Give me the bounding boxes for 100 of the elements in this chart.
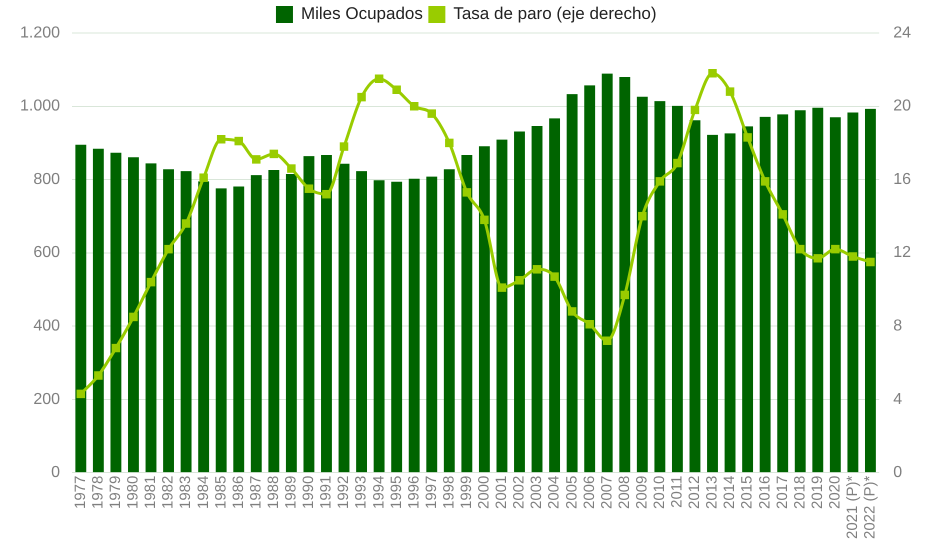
bar	[198, 181, 210, 472]
bar	[566, 94, 578, 472]
point	[234, 136, 243, 146]
x-tick-label: 2014	[721, 476, 738, 510]
y2-tick-label: 20	[893, 98, 912, 115]
point	[848, 252, 858, 261]
x-tick-label: 2021 (P)*	[844, 475, 862, 540]
bar	[391, 182, 402, 472]
x-tick-label: 1989	[282, 476, 300, 510]
x-tick-label: 2009	[633, 476, 650, 510]
x-tick-label: 2018	[791, 476, 808, 510]
x-tick-label: 2008	[616, 476, 633, 510]
bar	[233, 186, 244, 472]
point	[515, 276, 524, 285]
point	[760, 177, 770, 186]
bar	[584, 85, 596, 472]
point	[94, 371, 103, 380]
bar	[619, 76, 630, 472]
bar	[514, 132, 525, 472]
x-tick-label: 1997	[422, 476, 440, 510]
x-tick-label: 1983	[177, 476, 194, 510]
x-tick-label: 1982	[160, 476, 177, 510]
y-tick-label: 400	[33, 317, 60, 334]
x-tick-label: 2016	[756, 476, 774, 510]
bar	[672, 106, 683, 472]
point	[112, 344, 120, 352]
point	[304, 184, 314, 193]
x-tick-label: 1996	[405, 476, 422, 510]
x-tick-label: 1993	[352, 476, 370, 510]
point	[392, 86, 401, 94]
bar	[338, 164, 350, 472]
bar	[707, 134, 718, 472]
bar	[532, 126, 542, 472]
point	[673, 158, 682, 168]
x-tick-label: 2013	[704, 476, 721, 510]
bar	[408, 178, 420, 472]
y2-tick-label: 24	[893, 24, 912, 42]
bar	[286, 174, 297, 472]
bar	[444, 169, 455, 472]
x-tick-label: 2004	[546, 476, 563, 510]
x-tick-label: 2001	[493, 476, 510, 510]
x-tick-label: 1980	[124, 476, 142, 510]
point	[638, 212, 647, 220]
y-tick-label: 800	[33, 170, 60, 188]
point	[602, 336, 612, 345]
x-tick-label: 2011	[668, 476, 686, 508]
point	[146, 278, 156, 286]
y2-tick-label: 8	[893, 317, 902, 334]
x-tick-label: 2017	[774, 476, 791, 510]
bar	[374, 180, 385, 472]
point	[743, 133, 752, 142]
bar	[690, 120, 700, 472]
point	[410, 102, 418, 111]
point	[585, 320, 594, 328]
point	[620, 290, 630, 300]
bar	[777, 114, 788, 472]
x-tick-label: 1978	[90, 476, 106, 510]
y2-tick-label: 0	[893, 464, 902, 482]
x-tick-label: 1998	[440, 476, 458, 510]
point	[778, 210, 787, 219]
bar	[92, 148, 104, 472]
y2-tick-label: 12	[893, 244, 912, 262]
bar	[760, 116, 771, 472]
bar	[75, 144, 86, 472]
point	[814, 254, 822, 263]
bar	[303, 156, 314, 472]
bar	[478, 146, 490, 472]
x-tick-label: 1985	[212, 476, 230, 510]
point	[498, 283, 506, 292]
point	[182, 219, 190, 228]
x-tick-label: 1992	[335, 476, 352, 510]
bar	[128, 157, 139, 472]
point	[550, 272, 559, 281]
y2-tick-label: 4	[893, 390, 902, 408]
x-tick-label: 1977	[72, 476, 89, 510]
bar	[146, 163, 156, 472]
bar	[602, 74, 613, 472]
point	[287, 164, 296, 173]
point	[428, 109, 436, 118]
x-tick-label: 2010	[651, 476, 668, 510]
point	[216, 135, 226, 144]
point	[270, 150, 278, 158]
y-tick-label: 0	[51, 464, 60, 482]
x-tick-label: 1990	[300, 476, 318, 510]
x-tick-label: 2005	[563, 476, 580, 510]
x-tick-label: 2022 (P)*	[862, 475, 879, 540]
bar	[742, 126, 754, 472]
bar	[426, 176, 438, 472]
point	[462, 188, 472, 197]
point	[532, 265, 542, 274]
legend-label: Tasa de paro (eje derecho)	[453, 4, 657, 24]
y2-tick-label: 16	[893, 170, 912, 188]
point	[129, 312, 138, 322]
point	[656, 177, 664, 186]
x-tick-label: 2000	[476, 476, 493, 510]
x-tick-label: 1991	[318, 476, 335, 510]
point	[374, 74, 384, 84]
x-tick-label: 2020	[826, 476, 844, 510]
bar	[636, 96, 648, 472]
bar	[268, 170, 280, 472]
